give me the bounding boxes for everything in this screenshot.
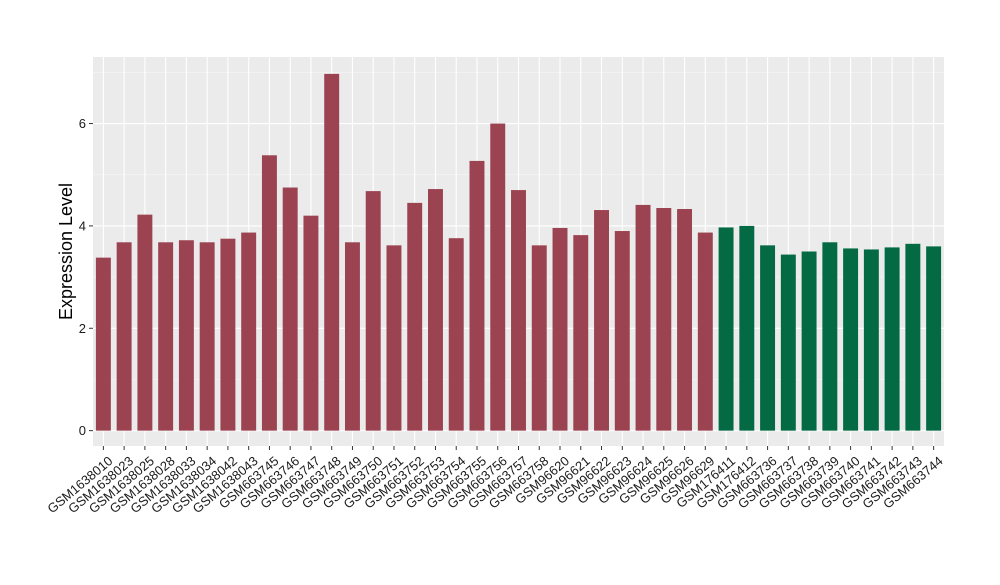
x-axis: GSM1638010GSM1638023GSM1638025GSM1638028… — [44, 446, 946, 516]
bar-GSM663737 — [780, 254, 796, 431]
bar-GSM663753 — [428, 189, 443, 431]
bar-GSM96625 — [656, 207, 672, 431]
bar-GSM96626 — [677, 209, 693, 431]
bar-GSM663739 — [822, 242, 838, 431]
bar-GSM663750 — [365, 191, 381, 431]
bar-GSM663747 — [303, 215, 319, 431]
bar-GSM96629 — [697, 232, 713, 431]
bar-GSM663751 — [386, 245, 402, 431]
bar-GSM1638028 — [158, 242, 174, 431]
y-axis: 0 2 4 6 — [79, 116, 93, 438]
bar-GSM663736 — [760, 245, 776, 431]
bar-GSM1638025 — [137, 214, 153, 431]
bar-GSM663738 — [801, 251, 817, 431]
bar-GSM1638033 — [178, 240, 194, 431]
bar-GSM663745 — [261, 155, 277, 431]
bar-GSM663758 — [531, 245, 547, 431]
y-axis-label: Expression Level — [56, 183, 76, 320]
bar-GSM1638023 — [116, 242, 132, 431]
bar-GSM663748 — [324, 73, 340, 431]
bar-GSM663755 — [469, 160, 485, 431]
y-tick-label: 4 — [79, 218, 86, 233]
bar-GSM663746 — [282, 187, 298, 431]
bar-GSM663744 — [926, 246, 942, 431]
bar-GSM663749 — [344, 242, 360, 431]
bar-GSM96622 — [594, 210, 609, 431]
bar-GSM1638043 — [241, 232, 257, 431]
bar-GSM663743 — [905, 243, 921, 431]
bar-GSM176411 — [718, 227, 734, 431]
bar-GSM96621 — [573, 235, 589, 431]
y-tick-label: 2 — [79, 321, 86, 336]
bar-GSM663756 — [490, 123, 506, 431]
bar-GSM1638010 — [95, 257, 111, 431]
bars — [95, 73, 942, 431]
bar-GSM663757 — [511, 190, 526, 431]
bar-GSM663742 — [884, 247, 900, 431]
bar-GSM1638034 — [199, 242, 215, 431]
bar-GSM96624 — [635, 204, 651, 431]
bar-GSM663740 — [843, 248, 859, 431]
bar-GSM96620 — [552, 227, 568, 431]
bar-GSM663741 — [863, 249, 879, 431]
bar-GSM96623 — [614, 231, 630, 431]
bar-GSM663754 — [448, 238, 464, 431]
bar-GSM663752 — [407, 202, 423, 431]
y-tick-label: 6 — [79, 116, 86, 131]
bar-GSM176412 — [739, 225, 755, 431]
bar-GSM1638042 — [220, 238, 236, 431]
y-tick-label: 0 — [79, 423, 86, 438]
